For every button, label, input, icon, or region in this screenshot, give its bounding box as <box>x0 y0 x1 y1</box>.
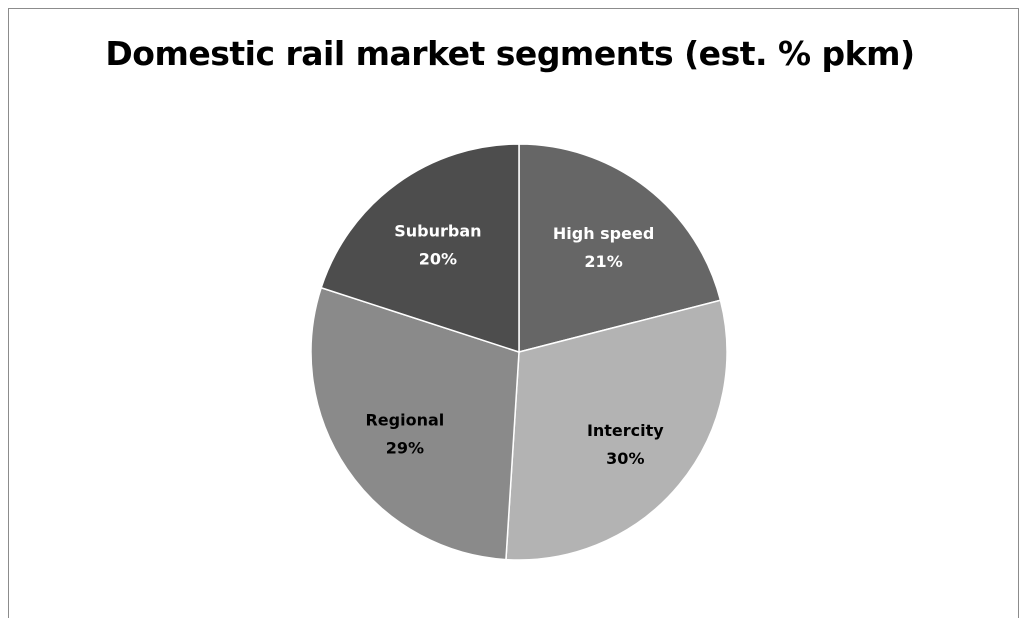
slice-percent: 30% <box>606 449 644 468</box>
slice-percent: 20% <box>419 249 457 268</box>
slice-label: Intercity <box>587 421 664 440</box>
chart-title: Domestic rail market segments (est. % pk… <box>105 34 915 73</box>
slice-label: Suburban <box>394 221 481 240</box>
slice-label: High speed <box>553 224 654 243</box>
slice-label: Regional <box>365 411 444 430</box>
pie-slice-high-speed <box>518 143 722 353</box>
slice-percent: 29% <box>386 439 424 458</box>
slice-percent: 21% <box>584 252 622 271</box>
pie-slice-regional <box>310 286 520 561</box>
pie-slice-intercity <box>505 299 728 561</box>
pie-slice-suburban <box>320 143 520 354</box>
